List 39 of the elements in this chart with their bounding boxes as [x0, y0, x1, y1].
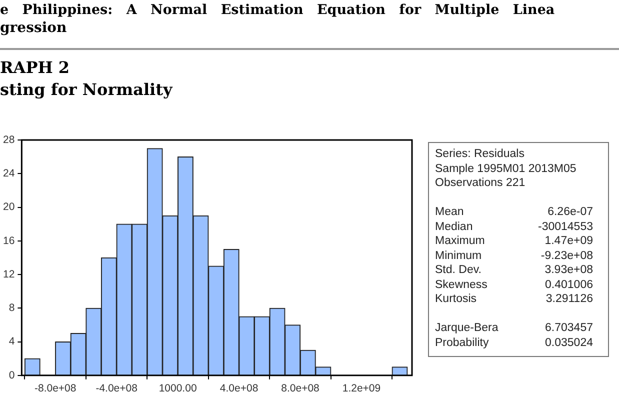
- text: Sample 1995M01 2013M05: [435, 162, 578, 176]
- text: 0.035024: [545, 336, 593, 348]
- category-label: Median: [435, 220, 474, 234]
- chart-subtitle: sting for Normality: [0, 80, 172, 99]
- x-tick-label: 1.2e+09: [342, 382, 381, 395]
- y-tick-label: 4: [8, 336, 15, 348]
- y-tick-label: 0: [8, 369, 15, 382]
- text: 1.47e+09: [544, 235, 593, 247]
- y-tick-label: 16: [2, 234, 15, 247]
- x-tick-label: -4.0e+08: [96, 382, 138, 395]
- category-label: Std. Dev.: [435, 263, 482, 278]
- text: 3.291126: [546, 293, 593, 305]
- category-label: Minimum: [435, 248, 483, 263]
- y-tick-label: 28: [2, 134, 15, 146]
- text: 6.26e-07: [548, 206, 593, 218]
- category-label: Kurtosis: [435, 292, 478, 306]
- text: -30014553: [538, 220, 593, 232]
- text: 0.401006: [545, 278, 593, 290]
- x-tick-label: 4.0e+08: [220, 382, 258, 395]
- y-tick-label: 12: [2, 268, 15, 280]
- x-tick-label: 8.0e+08: [281, 382, 320, 395]
- text: gression: [0, 20, 67, 36]
- category-label: Skewness: [435, 278, 488, 292]
- text: Series: Residuals: [435, 147, 526, 162]
- x-tick-label: -8.0e+08: [34, 382, 76, 395]
- x-tick-label: 1000.00: [158, 382, 197, 395]
- y-tick-label: 20: [2, 201, 15, 214]
- text: e Philippines: A Normal Estimation Equation for Multiple Linea: [0, 2, 555, 18]
- y-tick-label: 24: [2, 168, 15, 180]
- text: 6.703457: [545, 322, 593, 334]
- category-label: Probability: [435, 336, 490, 350]
- y-tick-label: 8: [8, 302, 15, 314]
- category-label: Mean: [435, 205, 465, 220]
- text: -9.23e+08: [540, 250, 593, 262]
- text: 3.93e+08: [544, 264, 593, 276]
- category-label: Maximum: [435, 234, 486, 248]
- text: Observations 221: [435, 176, 526, 190]
- category-label: Jarque-Bera: [435, 321, 500, 336]
- chart-title: RAPH 2: [0, 58, 70, 77]
